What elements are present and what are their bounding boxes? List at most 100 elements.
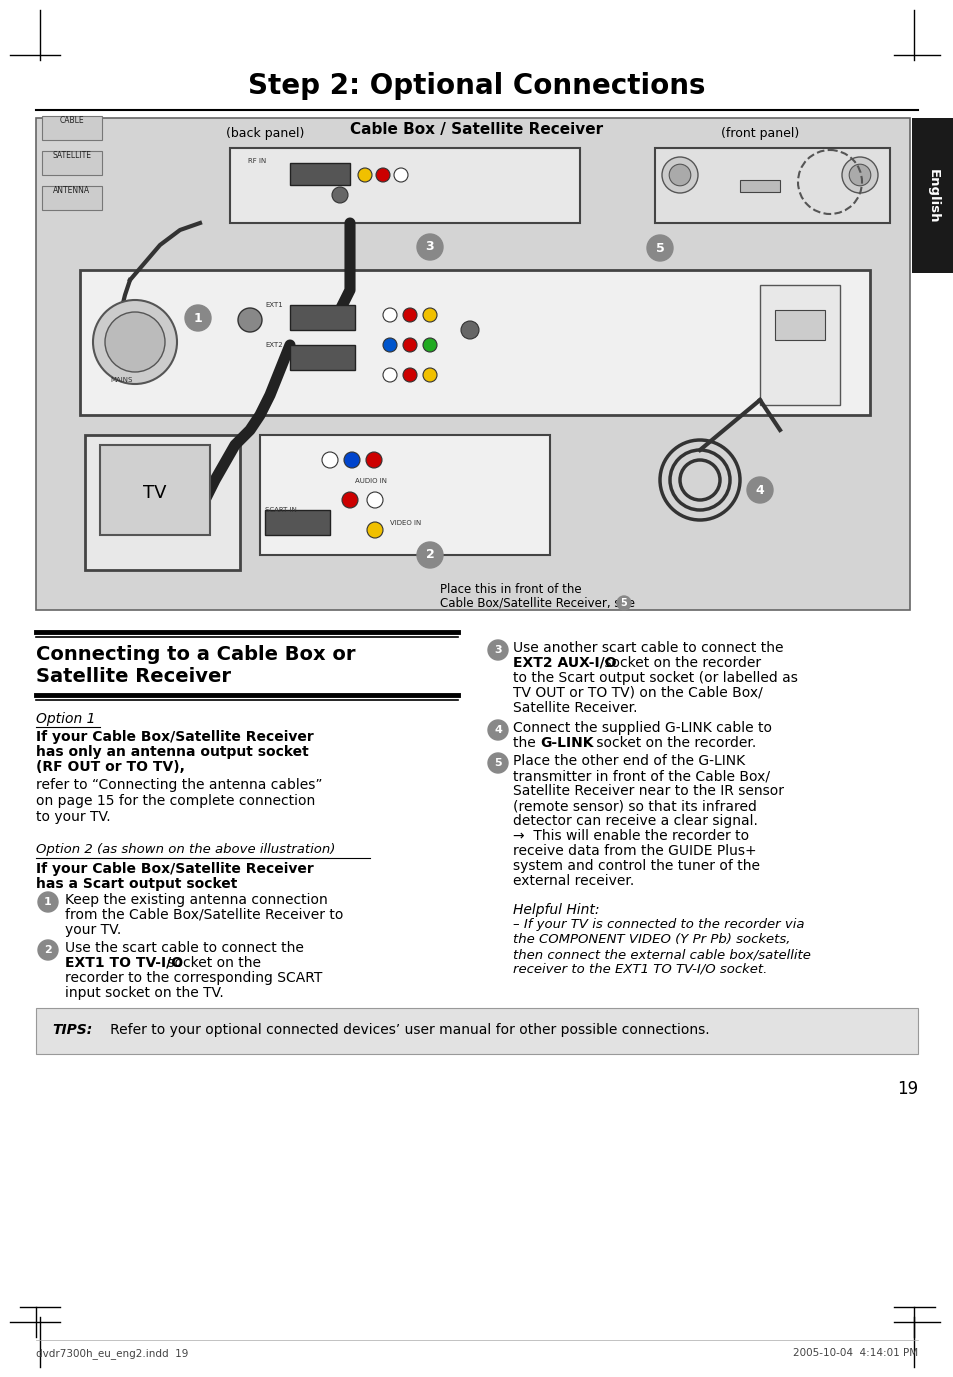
Circle shape xyxy=(366,452,381,468)
Bar xyxy=(290,346,355,370)
Text: If your Cable Box/Satellite Receiver: If your Cable Box/Satellite Receiver xyxy=(36,730,314,744)
Text: (remote sensor) so that its infrared: (remote sensor) so that its infrared xyxy=(513,799,756,812)
Text: your TV.: your TV. xyxy=(65,923,121,936)
Text: has only an antenna output socket: has only an antenna output socket xyxy=(36,745,309,759)
Text: 2005-10-04  4:14:01 PM: 2005-10-04 4:14:01 PM xyxy=(792,1348,917,1358)
Text: If your Cable Box/Satellite Receiver: If your Cable Box/Satellite Receiver xyxy=(36,862,314,876)
Bar xyxy=(260,435,550,555)
Text: Place the other end of the G-LINK: Place the other end of the G-LINK xyxy=(513,755,744,768)
Text: Cable Box/Satellite Receiver, see: Cable Box/Satellite Receiver, see xyxy=(439,598,635,610)
Circle shape xyxy=(402,337,416,353)
Text: 1: 1 xyxy=(44,896,51,907)
Text: TV: TV xyxy=(143,483,167,503)
Circle shape xyxy=(105,313,165,372)
Circle shape xyxy=(38,940,58,960)
Text: TIPS:: TIPS: xyxy=(52,1023,92,1037)
Text: socket on the recorder: socket on the recorder xyxy=(599,655,760,671)
Text: system and control the tuner of the: system and control the tuner of the xyxy=(513,859,760,873)
Text: has a Scart output socket: has a Scart output socket xyxy=(36,877,237,891)
Text: VIDEO IN: VIDEO IN xyxy=(390,521,421,526)
Text: 1: 1 xyxy=(193,311,202,325)
Text: the COMPONENT VIDEO (Y Pr Pb) sockets,: the COMPONENT VIDEO (Y Pr Pb) sockets, xyxy=(513,934,790,946)
Bar xyxy=(774,310,824,340)
Text: MAINS: MAINS xyxy=(110,377,132,383)
Text: TV OUT or TO TV) on the Cable Box/: TV OUT or TO TV) on the Cable Box/ xyxy=(513,686,762,700)
Circle shape xyxy=(332,187,348,202)
Text: 2: 2 xyxy=(44,945,51,956)
Text: – If your TV is connected to the recorder via: – If your TV is connected to the recorde… xyxy=(513,918,803,931)
Text: external receiver.: external receiver. xyxy=(513,874,634,888)
Bar xyxy=(230,147,579,223)
Text: (RF OUT or TO TV),: (RF OUT or TO TV), xyxy=(36,760,185,774)
Text: RF IN: RF IN xyxy=(248,158,266,164)
Circle shape xyxy=(92,300,177,384)
Circle shape xyxy=(322,452,337,468)
Text: dvdr7300h_eu_eng2.indd  19: dvdr7300h_eu_eng2.indd 19 xyxy=(36,1348,188,1359)
Text: (back panel): (back panel) xyxy=(226,127,304,140)
Text: Satellite Receiver: Satellite Receiver xyxy=(36,666,231,686)
Circle shape xyxy=(357,168,372,182)
Text: G-LINK: G-LINK xyxy=(539,735,593,750)
Text: Place this in front of the: Place this in front of the xyxy=(439,582,581,596)
Text: 3: 3 xyxy=(425,241,434,253)
Circle shape xyxy=(382,368,396,381)
Text: Refer to your optional connected devices’ user manual for other possible connect: Refer to your optional connected devices… xyxy=(97,1023,709,1037)
Text: EXT1: EXT1 xyxy=(265,302,282,308)
Bar xyxy=(760,285,840,405)
Bar xyxy=(42,186,102,211)
Bar xyxy=(42,116,102,140)
Circle shape xyxy=(617,596,630,610)
Text: Connect the supplied G-LINK cable to: Connect the supplied G-LINK cable to xyxy=(513,722,771,735)
Circle shape xyxy=(646,235,672,262)
Circle shape xyxy=(841,157,877,193)
Text: transmitter in front of the Cable Box/: transmitter in front of the Cable Box/ xyxy=(513,768,769,784)
Text: socket on the recorder.: socket on the recorder. xyxy=(592,735,756,750)
Text: Keep the existing antenna connection: Keep the existing antenna connection xyxy=(65,894,328,907)
Text: from the Cable Box/Satellite Receiver to: from the Cable Box/Satellite Receiver to xyxy=(65,907,343,923)
Text: detector can receive a clear signal.: detector can receive a clear signal. xyxy=(513,814,757,828)
Text: 5: 5 xyxy=(494,757,501,768)
Text: receiver to the EXT1 TO TV-I/O socket.: receiver to the EXT1 TO TV-I/O socket. xyxy=(513,963,766,976)
Circle shape xyxy=(375,168,390,182)
Bar xyxy=(36,118,909,610)
Bar xyxy=(740,180,780,191)
Circle shape xyxy=(460,321,478,339)
Circle shape xyxy=(38,892,58,912)
Text: SATELLITE: SATELLITE xyxy=(52,151,91,160)
Text: recorder to the corresponding SCART: recorder to the corresponding SCART xyxy=(65,971,322,985)
Circle shape xyxy=(746,476,772,503)
Circle shape xyxy=(488,640,507,660)
Circle shape xyxy=(367,522,382,538)
Circle shape xyxy=(668,164,690,186)
Text: EXT2: EXT2 xyxy=(265,341,282,348)
Text: socket on the: socket on the xyxy=(163,956,261,969)
Circle shape xyxy=(848,164,870,186)
Text: input socket on the TV.: input socket on the TV. xyxy=(65,986,224,1000)
Circle shape xyxy=(402,308,416,322)
Text: 5: 5 xyxy=(655,241,663,255)
Text: EXT1 TO TV-I/O: EXT1 TO TV-I/O xyxy=(65,956,183,969)
Text: Satellite Receiver.: Satellite Receiver. xyxy=(513,701,637,715)
Circle shape xyxy=(394,168,408,182)
Circle shape xyxy=(661,157,698,193)
Text: Option 1: Option 1 xyxy=(36,712,95,726)
Bar xyxy=(290,304,355,330)
Text: 3: 3 xyxy=(494,644,501,655)
Text: 4: 4 xyxy=(494,726,501,735)
Bar xyxy=(85,435,240,570)
Bar xyxy=(100,445,210,536)
Text: 4: 4 xyxy=(755,483,763,497)
Circle shape xyxy=(237,308,262,332)
Text: CABLE: CABLE xyxy=(60,116,84,125)
Bar xyxy=(80,270,869,414)
Text: Step 2: Optional Connections: Step 2: Optional Connections xyxy=(248,72,705,101)
Text: 19: 19 xyxy=(896,1080,917,1097)
Text: EXT2 AUX-I/O: EXT2 AUX-I/O xyxy=(513,655,616,671)
Text: Helpful Hint:: Helpful Hint: xyxy=(513,903,598,917)
Bar xyxy=(36,1008,917,1053)
Circle shape xyxy=(341,492,357,508)
Text: (front panel): (front panel) xyxy=(720,127,799,140)
Bar xyxy=(42,151,102,175)
Text: then connect the external cable box/satellite: then connect the external cable box/sate… xyxy=(513,947,810,961)
Text: Cable Box / Satellite Receiver: Cable Box / Satellite Receiver xyxy=(350,123,603,136)
